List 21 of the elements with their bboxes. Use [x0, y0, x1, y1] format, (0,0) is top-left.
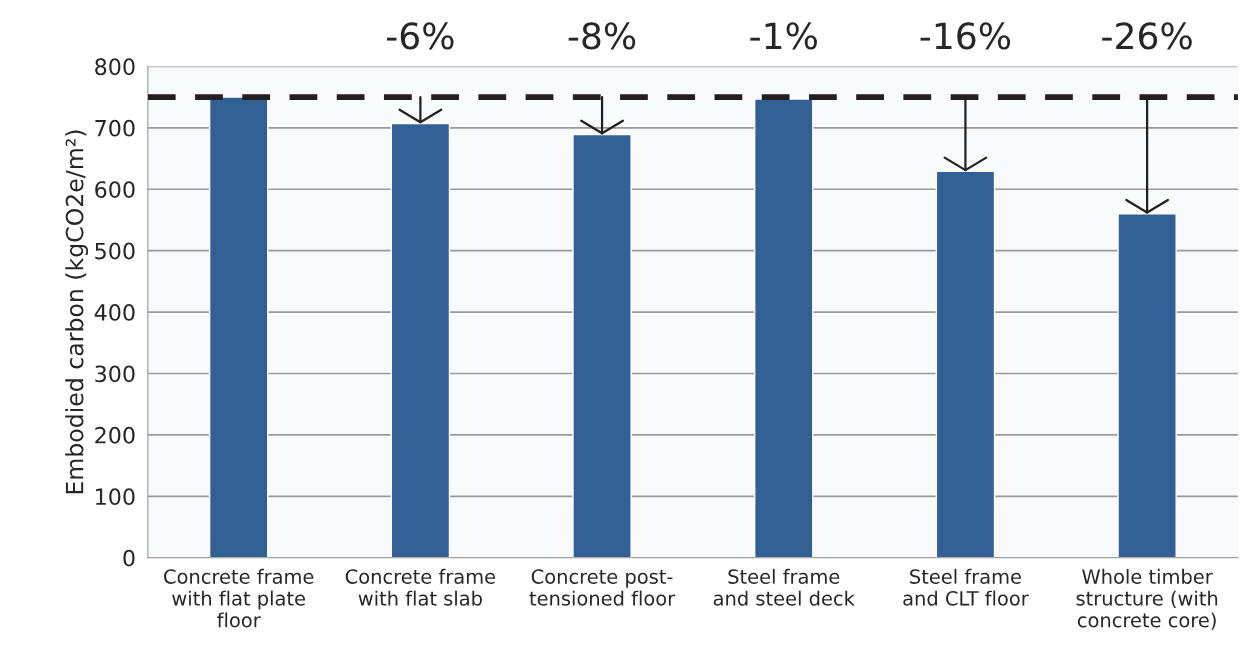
- y-tick-label: 400: [94, 304, 135, 321]
- text: -8%: [568, 22, 636, 50]
- x-tick-label: Concrete frame with flat slab: [345, 568, 496, 606]
- y-tick-label: 800: [95, 58, 135, 76]
- x-tick-label: Concrete frame with flat plate floor: [164, 568, 314, 628]
- text: -16%: [920, 22, 1011, 50]
- y-tick-label: 200: [95, 426, 135, 444]
- y-tick-label: 700: [95, 119, 135, 137]
- x-tick-label: Steel frame and steel deck: [713, 568, 855, 606]
- x-tick-label: Concrete post- tensioned floor: [529, 569, 676, 606]
- text: -1%: [750, 22, 817, 50]
- y-axis-title: Embodied carbon (kgCO2e/m²): [65, 130, 89, 494]
- y-tick-label: 300: [95, 365, 135, 383]
- x-tick-label: Whole timber structure (with concrete core): [1076, 568, 1218, 630]
- y-tick-label: 600: [95, 181, 135, 198]
- y-tick-label: 500: [95, 242, 135, 260]
- text: -26%: [1102, 22, 1192, 50]
- y-tick-label: 0: [123, 549, 135, 567]
- x-tick-label: Steel frame and CLT floor: [903, 568, 1029, 606]
- text: -6%: [386, 22, 454, 50]
- y-tick-label: 100: [96, 488, 135, 506]
